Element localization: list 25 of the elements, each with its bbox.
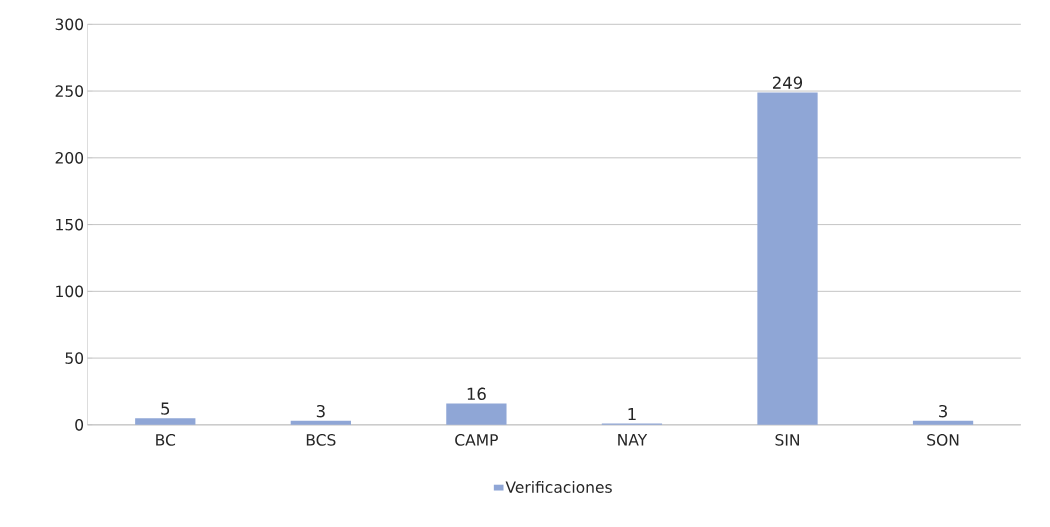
bar	[135, 418, 196, 425]
bar	[290, 420, 351, 425]
x-tick-label: CAMP	[455, 434, 498, 446]
data-label: 5	[161, 402, 170, 415]
x-tick-label: SIN	[775, 434, 799, 446]
y-tick-label: 50	[65, 352, 84, 364]
y-tick-label: 300	[55, 18, 84, 31]
legend-label: Verificaciones	[505, 481, 612, 494]
y-tick-label: 250	[55, 85, 84, 97]
x-tick-label: SON	[927, 434, 959, 446]
x-tick-label: BC	[156, 434, 176, 446]
data-label: 3	[316, 405, 325, 418]
bar	[446, 403, 507, 425]
bar	[757, 92, 818, 425]
y-tick-label: 0	[75, 419, 84, 431]
y-tick-label: 150	[56, 218, 84, 231]
data-label: 249	[772, 76, 803, 89]
data-label: 3	[939, 405, 947, 418]
x-tick-label: NAY	[618, 434, 648, 446]
y-tick-label: 100	[56, 285, 84, 298]
data-label: 1	[628, 408, 636, 421]
data-label: 16	[467, 387, 486, 401]
bar	[912, 420, 974, 425]
x-tick-label: BCS	[306, 434, 336, 446]
y-tick-label: 200	[55, 151, 84, 164]
